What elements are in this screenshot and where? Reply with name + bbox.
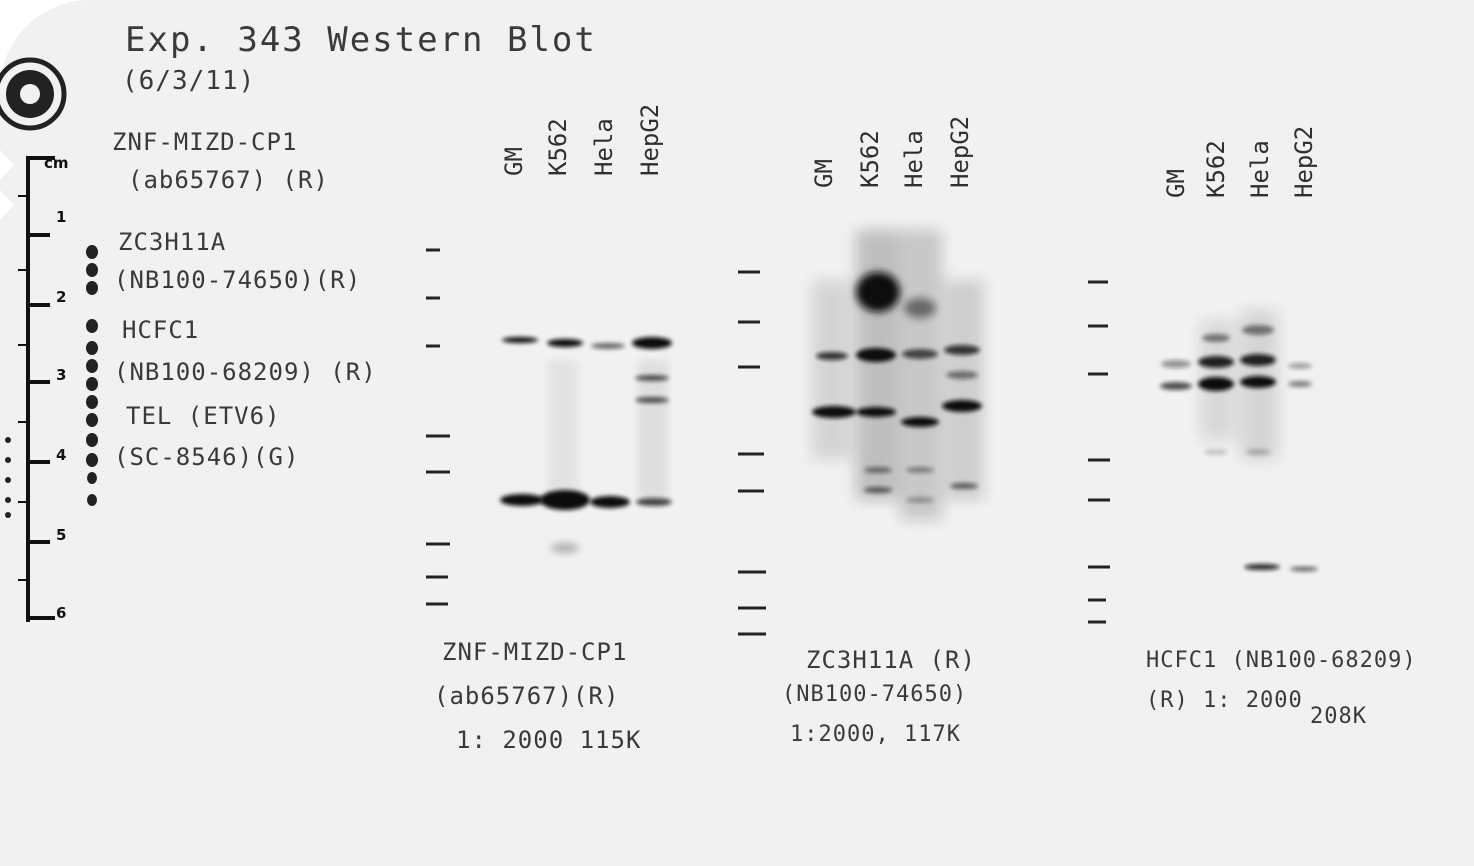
ruler-label-5: 5 [56,526,66,544]
legend-line-1: ZNF-MIZD-CP1 [112,128,298,156]
ruler-label-4: 4 [56,446,66,464]
panel-2-ladder [738,270,766,636]
panel-1-caption-line-1: ZNF-MIZD-CP1 [442,638,628,666]
logo-icon [0,57,67,131]
ruler-label-3: 3 [56,366,66,384]
legend-line-2: (ab65767) (R) [128,166,329,194]
panel-2-caption-line-3: 1:2000, 117K [790,722,961,747]
panel-2-caption-line-2: (NB100-74650) [782,682,968,707]
panel-1-caption-line-2: (ab65767)(R) [434,682,620,710]
panel-3-blot [1088,280,1318,624]
panel-3-caption-line-1: HCFC1 (NB100-68209) [1146,648,1417,673]
panel-3-caption-line-2: (R) 1: 2000 [1146,688,1303,713]
panel-3-caption-line-3: 208K [1310,704,1367,729]
marker-dots [5,245,98,518]
panel-2-caption-line-1: ZC3H11A (R) [806,646,976,674]
panel-2-blot [738,230,984,636]
ruler-labels: cm 1 2 3 4 5 6 [44,154,69,622]
ruler [18,156,55,622]
legend-line-5: HCFC1 [122,316,200,344]
panel-1-caption-line-3: 1: 2000 115K [456,726,642,754]
legend-line-7: TEL (ETV6) [126,402,281,430]
experiment-title: Exp. 343 Western Blot [125,20,597,60]
panel-1-blot [426,248,672,606]
ruler-label-1: 1 [56,208,66,226]
film-edge-notches [0,150,14,220]
panel-1-ladder [426,248,450,606]
experiment-date: (6/3/11) [122,66,256,96]
ruler-label-2: 2 [56,288,66,306]
ruler-label-cm: cm [44,154,69,172]
legend-line-3: ZC3H11A [118,228,227,256]
legend-line-6: (NB100-68209) (R) [114,358,377,386]
panel-3-ladder [1088,280,1110,624]
ruler-label-6: 6 [56,604,66,622]
legend-line-8: (SC-8546)(G) [114,443,300,471]
legend-line-4: (NB100-74650)(R) [114,266,362,294]
